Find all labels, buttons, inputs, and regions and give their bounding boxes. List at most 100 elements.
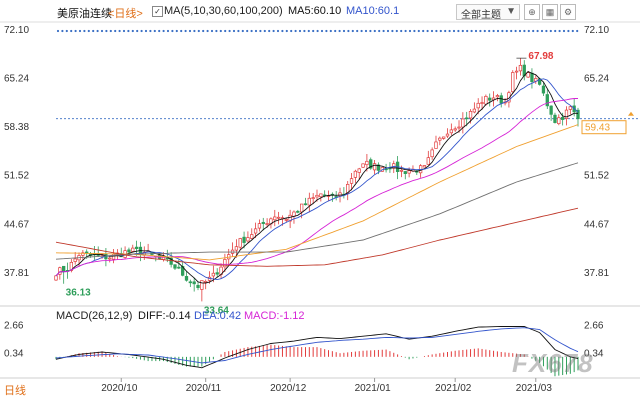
marker-dot [364, 29, 368, 33]
candle-body [468, 111, 473, 119]
current-price-label: 59.43 [585, 123, 610, 134]
candle-body [357, 168, 361, 173]
settings-icon[interactable]: ⚙ [560, 4, 576, 20]
candle-body [253, 228, 258, 234]
marker-dot [92, 29, 95, 33]
candle-body [465, 117, 469, 120]
marker-dot [210, 29, 214, 33]
marker-dot [576, 29, 579, 33]
marker-dot [400, 29, 403, 33]
marker-dot [83, 29, 86, 33]
macd-label: MACD(26,12,9) [56, 310, 133, 322]
current-price-tag [581, 120, 627, 135]
marker-dot [197, 29, 200, 33]
candle-body [58, 267, 62, 275]
marker-dot [237, 29, 240, 33]
instrument-title: 美原油连续 [57, 8, 112, 20]
marker-dot [56, 29, 60, 33]
candle-body [376, 164, 381, 171]
marker-dot [316, 29, 319, 33]
candle-body [296, 210, 300, 213]
marker-dot [224, 29, 227, 33]
marker-dot [439, 29, 442, 33]
candle-body [568, 106, 572, 110]
candle-body [299, 203, 304, 213]
candle-body [553, 114, 557, 123]
macd-dea-line [55, 327, 579, 364]
candle-body [234, 246, 239, 251]
period-tab[interactable]: <日线> [108, 8, 143, 20]
candle-body [564, 109, 569, 119]
candle-body [507, 92, 511, 103]
marker-dot [329, 29, 332, 33]
marker-dot [122, 29, 126, 33]
marker-dot [171, 29, 174, 33]
candle-body [442, 136, 446, 139]
marker-dot [303, 29, 306, 33]
macd-dea-value: DEA:0.42 [194, 310, 242, 322]
candle-body [407, 170, 411, 174]
candle-body [549, 105, 553, 115]
x-tick-label: 2020/12 [270, 383, 307, 394]
low-price-label: 33.64 [204, 305, 229, 316]
candle-body [353, 170, 358, 178]
marker-dot [373, 29, 376, 33]
candle-body [238, 238, 242, 248]
candle-body [541, 85, 546, 94]
ma100-line [55, 162, 579, 260]
marker-dot [127, 29, 130, 33]
marker-dot [65, 29, 68, 33]
marker-dot [378, 29, 381, 33]
candle-body [242, 236, 246, 243]
candle-body [54, 275, 58, 281]
marker-dot [422, 29, 425, 33]
marker-dot [545, 29, 548, 33]
marker-dot [109, 29, 112, 33]
marker-dot [413, 29, 416, 33]
marker-dot [514, 29, 517, 33]
candle-body [346, 184, 350, 194]
x-tick-label: 2020/10 [101, 383, 138, 394]
candle-body [196, 284, 200, 289]
candle-body [223, 259, 227, 268]
grid-icon[interactable]: ▦ [542, 4, 558, 20]
period-tab-bottom[interactable]: 日线 [4, 385, 26, 397]
candle-body [265, 223, 269, 225]
x-tick-label: 2021/01 [355, 383, 392, 394]
marker-dot [96, 29, 99, 33]
candle-body [349, 178, 354, 184]
candle-body [69, 261, 74, 271]
candle-body [403, 171, 407, 174]
y-tick-label-left: 37.81 [4, 268, 29, 279]
marker-dot [298, 29, 302, 33]
candle-body [526, 72, 530, 78]
marker-dot [232, 29, 236, 33]
marker-dot [254, 29, 258, 33]
marker-dot [444, 29, 447, 33]
marker-dot [417, 29, 420, 33]
marker-dot [483, 29, 486, 33]
marker-dot [571, 29, 574, 33]
y-tick-label-left: 44.67 [4, 219, 29, 230]
macd-tick-label-right: 0.34 [584, 349, 604, 360]
ma-checkbox[interactable]: ✓ [152, 6, 163, 17]
crosshair-icon[interactable]: ⊕ [524, 4, 540, 20]
candle-body [499, 95, 503, 104]
marker-dot [435, 29, 438, 33]
marker-dot [140, 29, 143, 33]
y-tick-label-right: 65.24 [584, 74, 609, 85]
marker-dot [452, 29, 456, 33]
theme-dropdown[interactable]: 全部主题 ▼ [456, 4, 520, 21]
marker-dot [70, 29, 73, 33]
marker-dot [457, 29, 460, 33]
x-tick-label: 2021/02 [435, 383, 472, 394]
candle-body [184, 276, 189, 281]
marker-dot [492, 29, 495, 33]
marker-dot [356, 29, 359, 33]
marker-dot [408, 29, 412, 33]
candle-body [127, 249, 131, 253]
marker-dot [320, 29, 324, 33]
marker-dot [136, 29, 139, 33]
marker-dot [153, 29, 156, 33]
